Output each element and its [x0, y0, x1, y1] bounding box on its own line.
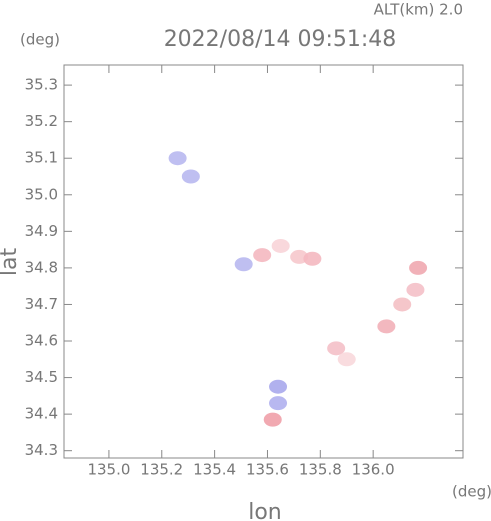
x-tick-label: 135.6 — [246, 461, 289, 479]
y-tick-label: 35.0 — [25, 185, 58, 203]
y-unit: (deg) — [20, 31, 60, 49]
echo-patch — [409, 260, 428, 275]
chart-title: 2022/08/14 09:51:48 — [164, 27, 397, 52]
y-tick-label: 34.5 — [25, 368, 58, 386]
plot-frame — [63, 64, 464, 459]
echo-patch — [263, 412, 282, 427]
y-tick-label: 34.7 — [25, 295, 58, 313]
y-tick-label: 34.9 — [25, 222, 58, 240]
echo-patch — [234, 257, 253, 272]
x-tick-label: 135.8 — [299, 461, 342, 479]
x-unit: (deg) — [452, 483, 491, 501]
x-tick-label: 135.2 — [140, 461, 183, 479]
y-axis-label: lat — [0, 248, 22, 277]
x-axis-label: lon — [248, 500, 282, 521]
altitude-label: ALT(km) 2.0 — [374, 1, 463, 19]
x-tick-label: 136.0 — [352, 461, 395, 479]
echo-patch — [406, 282, 425, 297]
echo-patch — [393, 297, 412, 312]
y-tick-label: 35.3 — [25, 76, 58, 94]
echo-patch — [253, 248, 272, 263]
echo-patch — [303, 251, 322, 266]
x-tick-label: 135.0 — [87, 461, 130, 479]
echo-patch — [269, 396, 288, 411]
y-tick-label: 34.8 — [25, 258, 58, 276]
echo-patch — [271, 238, 290, 253]
echo-patch — [168, 151, 187, 166]
y-tick-label: 34.6 — [25, 332, 58, 350]
echo-patch — [377, 319, 396, 334]
echo-patch — [337, 352, 356, 367]
echo-patch — [269, 379, 288, 394]
echo-patch — [327, 341, 346, 356]
y-tick-label: 34.3 — [25, 441, 58, 459]
y-tick-label: 34.4 — [25, 405, 58, 423]
echo-patch — [181, 169, 200, 184]
y-tick-label: 35.2 — [25, 112, 58, 130]
y-tick-label: 35.1 — [25, 149, 58, 167]
x-tick-label: 135.4 — [193, 461, 236, 479]
